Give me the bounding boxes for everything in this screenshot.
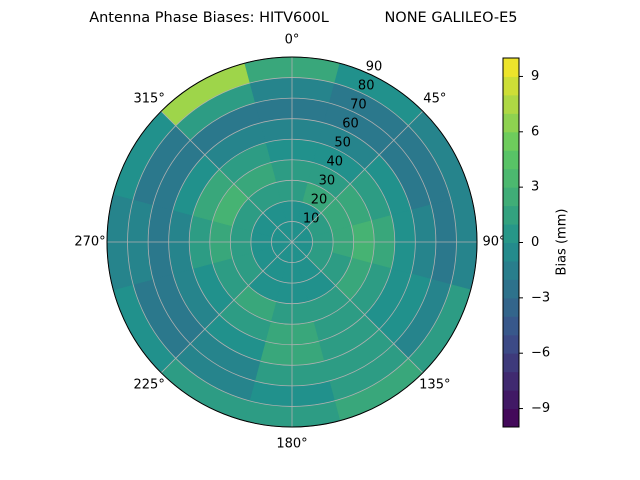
colorbar-band bbox=[503, 168, 519, 188]
colorbar-band bbox=[503, 94, 519, 114]
r-tick-label: 30 bbox=[319, 174, 336, 189]
grid-spoke bbox=[160, 241, 293, 374]
colorbar-band bbox=[503, 150, 519, 170]
colorbar-band bbox=[503, 58, 519, 77]
colorbar-tick-label: −6 bbox=[531, 346, 550, 361]
colorbar-tick-label: −9 bbox=[531, 401, 550, 416]
colorbar-band bbox=[503, 131, 519, 151]
colorbar-label: Bias (mm) bbox=[555, 209, 570, 276]
colorbar-band bbox=[503, 390, 519, 410]
polar-frame bbox=[106, 56, 478, 428]
colorbar-band bbox=[503, 334, 519, 354]
colorbar-tick-label: −3 bbox=[531, 290, 550, 305]
colorbar-tick-label: 3 bbox=[531, 180, 539, 195]
colorbar-tick-label: 0 bbox=[531, 235, 539, 250]
colorbar-band bbox=[503, 187, 519, 207]
colorbar-band bbox=[503, 113, 519, 133]
chart-subtitle: NONE GALILEO-E5 bbox=[384, 10, 517, 26]
r-tick-label: 80 bbox=[358, 79, 375, 94]
r-tick-label: 70 bbox=[350, 98, 367, 113]
colorbar-band bbox=[503, 242, 519, 262]
colorbar-band bbox=[503, 279, 519, 299]
r-tick-label: 90 bbox=[366, 60, 383, 75]
theta-tick-label: 315° bbox=[134, 92, 165, 107]
colorbar-tick-label: 6 bbox=[531, 124, 539, 139]
colorbar-band bbox=[503, 371, 519, 391]
grid-spoke bbox=[291, 241, 424, 374]
r-tick-label: 60 bbox=[342, 117, 359, 132]
chart-title: Antenna Phase Biases: HITV600L bbox=[89, 10, 329, 26]
theta-tick-label: 135° bbox=[419, 377, 450, 392]
theta-tick-label: 225° bbox=[134, 377, 165, 392]
colorbar-band bbox=[503, 408, 519, 428]
colorbar-band bbox=[503, 316, 519, 336]
colorbar-band bbox=[503, 76, 519, 96]
colorbar-band bbox=[503, 353, 519, 373]
theta-tick-label: 45° bbox=[423, 92, 446, 107]
theta-tick-label: 90° bbox=[482, 235, 505, 250]
r-tick-label: 50 bbox=[334, 136, 351, 151]
grid-spoke bbox=[160, 110, 293, 243]
r-tick-label: 40 bbox=[326, 155, 343, 170]
theta-tick-label: 270° bbox=[74, 235, 105, 250]
r-tick-label: 10 bbox=[303, 212, 320, 227]
grid-spoke bbox=[291, 110, 424, 243]
colorbar-tick-label: 9 bbox=[531, 69, 539, 84]
colorbar-band bbox=[503, 224, 519, 243]
theta-tick-label: 180° bbox=[276, 437, 307, 452]
colorbar-band bbox=[503, 260, 519, 280]
colorbar-band bbox=[503, 205, 519, 225]
r-tick-label: 20 bbox=[311, 193, 328, 208]
theta-tick-label: 0° bbox=[285, 33, 300, 48]
colorbar-band bbox=[503, 297, 519, 317]
